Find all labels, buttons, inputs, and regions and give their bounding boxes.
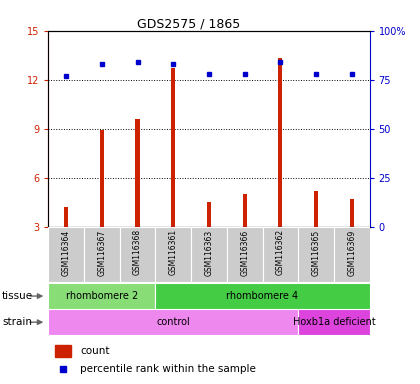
Text: count: count	[81, 346, 110, 356]
Text: GDS2575 / 1865: GDS2575 / 1865	[137, 17, 241, 30]
Bar	[120, 227, 155, 282]
Text: tissue: tissue	[2, 291, 33, 301]
Bar	[48, 309, 298, 335]
Text: GSM116362: GSM116362	[276, 229, 285, 275]
Bar	[135, 119, 140, 227]
Bar	[314, 191, 318, 227]
Text: GSM116368: GSM116368	[133, 229, 142, 275]
Bar	[349, 199, 354, 227]
Text: GSM116361: GSM116361	[169, 229, 178, 275]
Bar	[227, 227, 262, 282]
Text: GSM116363: GSM116363	[205, 229, 213, 276]
Bar	[278, 58, 283, 227]
Text: control: control	[156, 317, 190, 327]
Text: rhombomere 4: rhombomere 4	[226, 291, 299, 301]
Bar	[334, 227, 370, 282]
Bar	[298, 227, 334, 282]
Bar	[207, 202, 211, 227]
Bar	[55, 345, 71, 357]
Bar	[155, 227, 191, 282]
Bar	[64, 207, 68, 227]
Text: GSM116365: GSM116365	[312, 229, 320, 276]
Bar	[262, 227, 298, 282]
Bar	[242, 194, 247, 227]
Bar	[298, 309, 370, 335]
Bar	[155, 283, 370, 309]
Text: percentile rank within the sample: percentile rank within the sample	[81, 364, 256, 374]
Bar	[84, 227, 120, 282]
Text: GSM116366: GSM116366	[240, 229, 249, 276]
Text: GSM116367: GSM116367	[97, 229, 106, 276]
Text: Hoxb1a deficient: Hoxb1a deficient	[292, 317, 375, 327]
Bar	[48, 227, 84, 282]
Bar	[191, 227, 227, 282]
Text: strain: strain	[2, 317, 32, 327]
Bar	[48, 283, 155, 309]
Bar	[100, 130, 104, 227]
Text: GSM116369: GSM116369	[347, 229, 356, 276]
Text: rhombomere 2: rhombomere 2	[66, 291, 138, 301]
Bar	[171, 68, 176, 227]
Text: GSM116364: GSM116364	[62, 229, 71, 276]
